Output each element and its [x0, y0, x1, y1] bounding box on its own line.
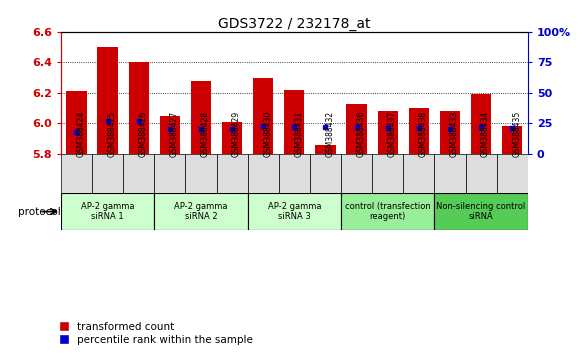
Bar: [284, 90, 304, 154]
Bar: [310, 154, 341, 193]
Bar: [154, 193, 248, 230]
Bar: [279, 154, 310, 193]
Bar: [341, 154, 372, 193]
Bar: [440, 111, 460, 154]
Legend: transformed count, percentile rank within the sample: transformed count, percentile rank withi…: [60, 322, 253, 345]
Bar: [434, 154, 466, 193]
Bar: [341, 193, 434, 230]
Bar: [61, 193, 154, 230]
Text: GSM388424: GSM388424: [77, 111, 85, 157]
Text: control (transfection
reagent): control (transfection reagent): [345, 202, 430, 221]
Text: GSM388430: GSM388430: [263, 111, 272, 157]
Text: GSM388437: GSM388437: [387, 111, 397, 157]
Bar: [471, 95, 491, 154]
Text: GSM388436: GSM388436: [357, 111, 365, 157]
Bar: [92, 154, 123, 193]
Text: GSM388425: GSM388425: [108, 111, 117, 157]
Bar: [253, 78, 273, 154]
Bar: [378, 111, 398, 154]
Text: GSM388428: GSM388428: [201, 111, 210, 157]
Text: GSM388434: GSM388434: [481, 111, 490, 157]
Title: GDS3722 / 232178_at: GDS3722 / 232178_at: [218, 17, 371, 31]
Bar: [466, 154, 496, 193]
Text: AP-2 gamma
siRNA 3: AP-2 gamma siRNA 3: [267, 202, 321, 221]
Text: Non-silencing control
siRNA: Non-silencing control siRNA: [437, 202, 525, 221]
Bar: [222, 122, 242, 154]
Text: GSM388432: GSM388432: [325, 111, 335, 157]
Bar: [403, 154, 434, 193]
Text: GSM388433: GSM388433: [450, 111, 459, 157]
Text: GSM388438: GSM388438: [419, 111, 428, 157]
Bar: [216, 154, 248, 193]
Text: GSM388426: GSM388426: [139, 111, 148, 157]
Bar: [154, 154, 186, 193]
Bar: [66, 91, 86, 154]
Bar: [248, 154, 279, 193]
Bar: [409, 108, 429, 154]
Text: GSM388435: GSM388435: [512, 111, 521, 157]
Bar: [496, 154, 528, 193]
Bar: [248, 193, 341, 230]
Text: AP-2 gamma
siRNA 2: AP-2 gamma siRNA 2: [174, 202, 228, 221]
Bar: [434, 193, 528, 230]
Text: GSM388429: GSM388429: [232, 111, 241, 157]
Text: AP-2 gamma
siRNA 1: AP-2 gamma siRNA 1: [81, 202, 135, 221]
Text: GSM388427: GSM388427: [170, 111, 179, 157]
Bar: [61, 154, 92, 193]
Bar: [191, 81, 211, 154]
Bar: [372, 154, 403, 193]
Bar: [346, 103, 367, 154]
Bar: [316, 145, 336, 154]
Text: protocol: protocol: [18, 207, 61, 217]
Bar: [160, 116, 180, 154]
Bar: [129, 62, 149, 154]
Bar: [123, 154, 154, 193]
Bar: [97, 47, 118, 154]
Text: GSM388431: GSM388431: [295, 111, 303, 157]
Bar: [186, 154, 216, 193]
Bar: [502, 126, 523, 154]
